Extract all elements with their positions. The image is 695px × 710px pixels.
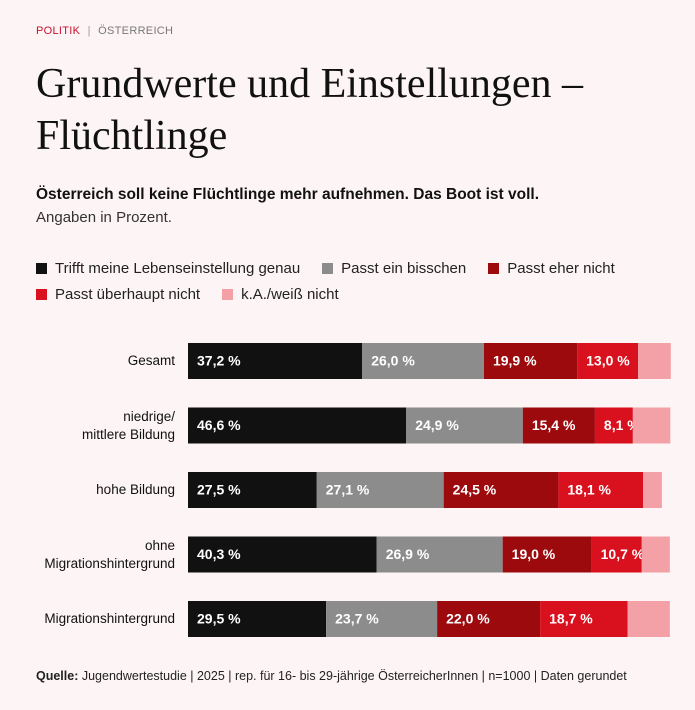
data-label: 10,7 %	[601, 546, 645, 562]
legend-label: Passt eher nicht	[507, 260, 615, 277]
source: Quelle: Jugendwertestudie | 2025 | rep. …	[36, 669, 627, 683]
bar-segment	[591, 536, 642, 573]
category-label: ohne Migrationshintergrund	[44, 537, 175, 571]
legend-swatch	[36, 263, 47, 274]
bar-segment	[188, 601, 327, 637]
bar-segment	[577, 343, 639, 379]
bar-segment	[522, 407, 595, 444]
data-label: 24,9 %	[415, 417, 459, 433]
data-label: 19,9 %	[493, 353, 537, 369]
legend-item: Passt eher nicht	[488, 260, 615, 277]
bar-segment	[188, 536, 377, 573]
bar-segment	[188, 343, 363, 379]
legend-label: Passt ein bisschen	[341, 260, 467, 277]
bar-segment	[316, 472, 444, 508]
category-label: niedrige/ mittlere Bildung	[81, 408, 175, 442]
legend: Trifft meine Lebenseinstellung genau Pass…	[36, 260, 666, 312]
bar-segment	[632, 407, 671, 444]
data-label: 29,5 %	[197, 611, 241, 627]
data-label: 22,0 %	[446, 611, 490, 627]
category-label: hohe Bildung	[96, 482, 175, 497]
bar-segment	[627, 601, 670, 637]
data-label: 27,5 %	[197, 482, 241, 498]
legend-label: k.A./weiß nicht	[241, 286, 339, 303]
legend-label: Passt überhaupt nicht	[55, 286, 201, 303]
bar-segment	[188, 407, 407, 444]
legend-item: k.A./weiß nicht	[222, 286, 339, 303]
legend-item: Trifft meine Lebenseinstellung genau	[36, 260, 300, 277]
data-label: 18,7 %	[549, 611, 593, 627]
bar-segment	[594, 407, 633, 444]
breadcrumb: POLITIK | ÖSTERREICH	[36, 25, 173, 37]
section: POLITIK	[36, 25, 81, 37]
chart: 37,2 % 26,0 % 19,9 % 13,0 % 46,6 % 24,9 % 15,4…	[188, 343, 671, 637]
legend-item: Passt überhaupt nicht	[36, 286, 200, 303]
chart-note: Angaben in Prozent.	[36, 209, 172, 226]
data-label: 15,4 %	[532, 417, 576, 433]
bar-segment	[643, 472, 662, 508]
data-label: 18,1 %	[567, 482, 611, 498]
separator: |	[87, 25, 91, 37]
legend-swatch	[488, 263, 500, 274]
category-label: Gesamt	[127, 353, 175, 368]
legend-swatch	[322, 263, 334, 274]
chart-title: Grundwerte und Einstellungen – Flüchtlin…	[36, 61, 584, 159]
data-label: 40,3 %	[197, 546, 241, 562]
bar-segment	[483, 343, 578, 379]
category-label: Migrationshintergrund	[44, 611, 175, 626]
bar-segment	[437, 601, 541, 637]
bar-segment	[502, 536, 592, 573]
bar-segment	[406, 407, 523, 444]
data-label: 46,6 %	[197, 417, 241, 433]
bar-segment	[326, 601, 438, 637]
data-label: 37,2 %	[197, 353, 241, 369]
legend-swatch	[36, 289, 47, 300]
bar-segment	[638, 343, 671, 379]
bar-segment	[641, 536, 670, 573]
subsection: ÖSTERREICH	[98, 25, 174, 37]
bar-segment	[443, 472, 559, 508]
data-label: 8,1 %	[604, 417, 640, 433]
data-label: 13,0 %	[586, 353, 630, 369]
legend-swatch	[222, 289, 234, 300]
data-label: 23,7 %	[335, 611, 379, 627]
bar-segment	[362, 343, 484, 379]
source-text: Jugendwertestudie | 2025 | rep. für 16- …	[81, 669, 627, 683]
data-label: 24,5 %	[453, 482, 497, 498]
data-label: 19,0 %	[512, 546, 556, 562]
data-label: 26,9 %	[386, 546, 430, 562]
bar-segment	[376, 536, 503, 573]
chart-subtitle: Österreich soll keine Flüchtlinge mehr a…	[36, 186, 540, 203]
bar-segment	[188, 472, 317, 508]
legend-label: Trifft meine Lebenseinstellung genau	[55, 260, 301, 277]
data-label: 27,1 %	[326, 482, 370, 498]
source-label: Quelle:	[36, 669, 79, 683]
bar-segment	[558, 472, 644, 508]
data-label: 26,0 %	[371, 353, 415, 369]
bar-segment	[540, 601, 628, 637]
legend-item: Passt ein bisschen	[322, 260, 466, 277]
